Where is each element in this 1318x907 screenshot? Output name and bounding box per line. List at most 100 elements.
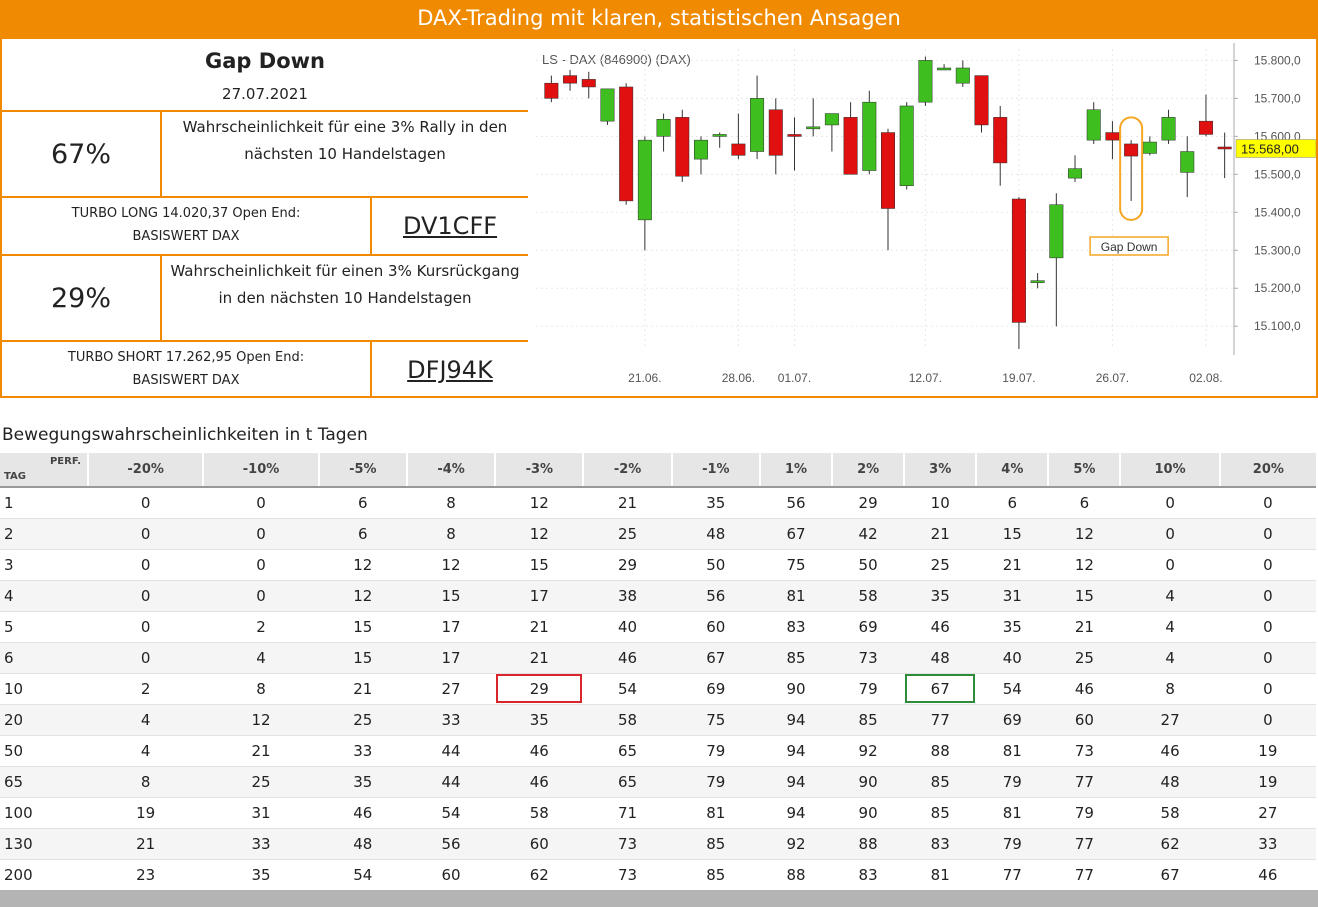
- y-tick-label: 15.500,0: [1254, 167, 1301, 181]
- probability-cell: 21: [88, 828, 204, 860]
- probability-cell: 35: [495, 704, 584, 736]
- last-price-label: 15.568,00: [1241, 141, 1299, 156]
- probability-cell: 21: [495, 642, 584, 674]
- probability-cell: 94: [759, 704, 833, 736]
- probability-cell: 4: [88, 704, 204, 736]
- probability-cell: 17: [406, 642, 496, 674]
- candle-body-up: [937, 67, 952, 71]
- probability-cell: 46: [318, 797, 407, 829]
- probability-cell: 77: [1048, 859, 1121, 891]
- probability-cell: 0: [88, 518, 204, 550]
- probability-cell: 21: [1048, 611, 1121, 643]
- candle-body-down: [581, 79, 596, 88]
- probability-cell: 73: [583, 859, 672, 891]
- candle-body-up: [1142, 141, 1157, 154]
- probability-cell: 83: [832, 859, 905, 891]
- x-tick-label: 01.07.: [778, 371, 811, 385]
- probability-cell: 15: [318, 611, 407, 643]
- candle-body-up: [1049, 204, 1064, 259]
- table-body: 1 0 0 6 8 12 21 35 56 29 10 6 6 0 0 2 0 0 6 8 12 25 48 67 42 21 15…: [0, 487, 1316, 891]
- candle-body-down: [974, 75, 989, 126]
- column-header: -10%: [202, 453, 319, 488]
- short-product-wkn-cell: DFJ94K: [372, 342, 528, 397]
- horizontal-scrollbar[interactable]: [0, 890, 1318, 907]
- candle-body-down: [1011, 198, 1026, 323]
- candle-body-up: [806, 126, 821, 130]
- probability-cell: 6: [318, 487, 407, 519]
- probability-cell: 46: [904, 611, 977, 643]
- probability-cell: 48: [1120, 766, 1220, 798]
- probability-cell: 92: [832, 735, 905, 767]
- probability-cell: 4: [1120, 642, 1220, 674]
- probability-cell: 94: [759, 797, 833, 829]
- probability-cell: 58: [583, 704, 672, 736]
- probability-cell: 31: [203, 797, 319, 829]
- row-tag-cell: 1: [0, 487, 88, 519]
- probability-cell: 35: [318, 766, 407, 798]
- probability-cell: 56: [406, 828, 496, 860]
- probability-cell: 0: [1219, 518, 1316, 550]
- probability-cell: 56: [759, 487, 833, 519]
- probability-cell: 79: [976, 828, 1049, 860]
- probability-cell: 90: [832, 797, 905, 829]
- probability-cell: 79: [671, 735, 760, 767]
- probability-cell: 21: [318, 673, 407, 705]
- short-product-wkn-link[interactable]: DFJ94K: [407, 355, 493, 384]
- probability-cell: 88: [832, 828, 905, 860]
- probability-cell: 54: [583, 673, 672, 705]
- probability-cell: 27: [406, 673, 496, 705]
- table-title: Bewegungswahrscheinlichkeiten in t Tagen: [2, 425, 368, 445]
- chart-canvas: LS - DAX (846900) (DAX) Gap Down 15.800,…: [536, 43, 1316, 385]
- probability-cell: 0: [1219, 487, 1316, 519]
- long-product-wkn-link[interactable]: DV1CFF: [402, 212, 498, 240]
- column-header: -20%: [86, 453, 204, 488]
- probability-cell: 85: [832, 704, 905, 736]
- rally-percent: 67%: [2, 112, 162, 196]
- probability-cell: 65: [583, 766, 672, 798]
- probability-cell: 0: [1120, 518, 1220, 550]
- probability-cell: 35: [203, 859, 319, 891]
- probability-cell: 35: [904, 580, 977, 612]
- probability-cell: 10: [904, 487, 977, 519]
- probability-cell: 12: [1048, 518, 1121, 550]
- table-row: 200 23 35 54 60 62 73 85 88 83 81 77 77 67 46: [0, 859, 1316, 891]
- x-tick-label: 02.08.: [1189, 371, 1222, 385]
- probability-cell: 44: [406, 735, 496, 767]
- table-row: 6 0 4 15 17 21 46 67 85 73 48 40 25 4 0: [0, 642, 1316, 674]
- row-tag-cell: 50: [0, 735, 88, 767]
- candle-body-up: [824, 113, 839, 126]
- column-header: 4%: [975, 453, 1049, 488]
- y-tick-label: 15.300,0: [1254, 243, 1301, 257]
- probability-cell: 4: [203, 642, 319, 674]
- x-tick-label: 21.06.: [628, 371, 661, 385]
- probability-cell: 12: [406, 549, 496, 581]
- probability-cell: 62: [495, 859, 584, 891]
- probability-cell: 35: [976, 611, 1049, 643]
- y-tick-label: 15.800,0: [1254, 53, 1301, 67]
- chart-title: LS - DAX (846900) (DAX): [542, 52, 691, 67]
- candle-body-up: [656, 119, 671, 137]
- highlighted-probability-cell: 67: [904, 673, 977, 705]
- probability-cell: 81: [976, 797, 1049, 829]
- long-product-line2: BASISWERT DAX: [132, 229, 240, 244]
- probability-cell: 38: [583, 580, 672, 612]
- last-price-box: [1235, 139, 1316, 158]
- row-tag-cell: 130: [0, 828, 88, 860]
- signal-date: 27.07.2021: [222, 85, 308, 103]
- probability-cell: 8: [88, 766, 204, 798]
- probability-cell: 77: [1048, 828, 1121, 860]
- candle-body-up: [750, 98, 765, 152]
- probability-cell: 65: [583, 735, 672, 767]
- probability-cell: 0: [88, 487, 204, 519]
- probability-cell: 69: [976, 704, 1049, 736]
- chart-candles: Gap Down: [544, 56, 1232, 349]
- probability-cell: 0: [88, 580, 204, 612]
- short-product-line2: BASISWERT DAX: [132, 373, 240, 388]
- probability-cell: 8: [203, 673, 319, 705]
- candle-body-up: [1086, 109, 1101, 141]
- probability-cell: 0: [1120, 549, 1220, 581]
- signal-name: Gap Down: [205, 49, 325, 73]
- column-header: 2%: [831, 453, 905, 488]
- probability-cell: 0: [1219, 642, 1316, 674]
- header-corner: PERF. TAG: [0, 453, 88, 488]
